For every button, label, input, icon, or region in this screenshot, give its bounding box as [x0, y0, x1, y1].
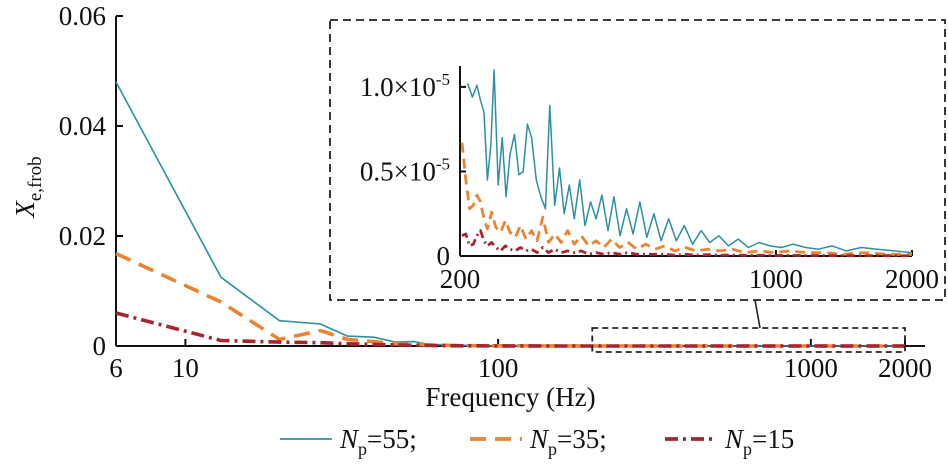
series-line-np15 [115, 311, 905, 348]
y-tick-label: 0.02 [59, 221, 106, 251]
inset-series-line-np15 [461, 229, 913, 258]
inset-y-tick-label: 1.0×10-5 [360, 70, 450, 102]
inset-y-tick-label: 0.5×10-5 [360, 154, 450, 186]
legend-label-np55: Np=55; [339, 424, 417, 459]
legend-label-np35: Np=35; [529, 424, 607, 459]
zoom-connector-line [754, 299, 761, 329]
x-tick-label: 6 [109, 353, 123, 383]
legend-label-rest: =15 [752, 424, 794, 454]
x-tick-label: 1000 [784, 353, 838, 383]
inset-y-tick-exponent: -5 [436, 154, 450, 173]
inset-x-tick-label: 1000 [749, 264, 803, 294]
y-axis-label-base: X [10, 200, 40, 219]
legend-label-np15: Np=15 [724, 424, 794, 459]
inset-x-tick-label: 200 [440, 264, 481, 294]
inset-y-tick-label: 0 [437, 241, 451, 271]
legend-label-base: N [724, 424, 745, 454]
legend-label-base: N [529, 424, 550, 454]
y-axis-label: Xe,frob [10, 156, 46, 218]
inset-series-line-np55 [466, 69, 913, 254]
inset-y-tick-mantissa: 0.5×10 [360, 156, 436, 186]
x-axis-label: Frequency (Hz) [425, 382, 595, 412]
x-tick-label: 100 [478, 353, 519, 383]
legend: Np=55; Np=35; Np=15 [280, 424, 794, 459]
y-tick-label: 0 [93, 331, 107, 361]
legend-label-base: N [339, 424, 360, 454]
x-tick-label: 10 [172, 353, 199, 383]
inset-x-tick-label: 2000 [885, 264, 939, 294]
x-tick-label: 2000 [878, 353, 932, 383]
legend-label-subscript: p [358, 439, 367, 459]
legend-label-rest: =55; [367, 424, 417, 454]
legend-label-rest: =35; [557, 424, 607, 454]
inset-y-tick-mantissa: 1.0×10 [360, 72, 436, 102]
y-tick-label: 0.04 [59, 111, 107, 141]
y-axis-label-subscript: e,frob [25, 156, 46, 201]
zoom-region-rect [591, 327, 906, 353]
y-tick-label: 0.06 [59, 1, 106, 31]
inset-y-tick-exponent: -5 [436, 70, 450, 89]
legend-label-subscript: p [548, 439, 557, 459]
inset-series-line-np35 [460, 142, 912, 256]
legend-label-subscript: p [743, 439, 752, 459]
inset-y-tick-mantissa: 0 [437, 241, 451, 271]
